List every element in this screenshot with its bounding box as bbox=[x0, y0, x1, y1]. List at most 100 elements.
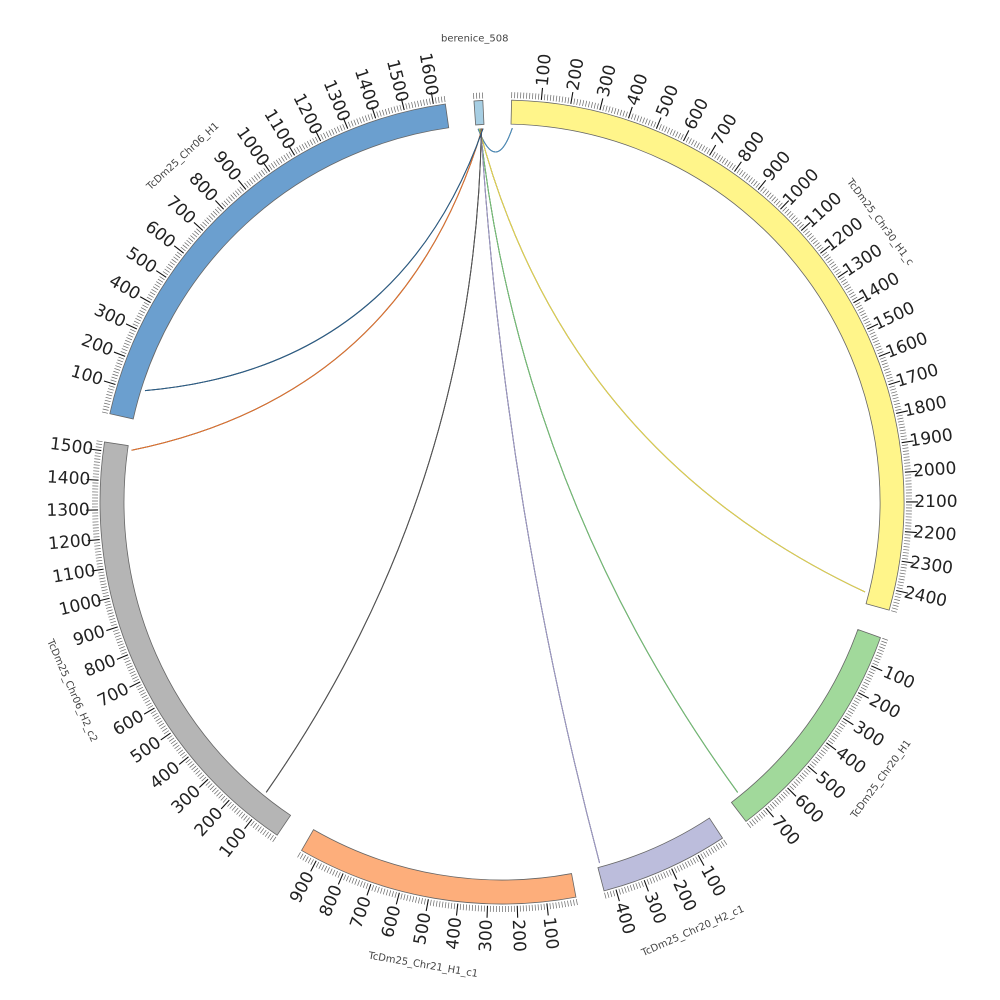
minor-tick bbox=[902, 450, 909, 452]
minor-tick bbox=[243, 815, 248, 821]
minor-tick bbox=[182, 244, 188, 249]
minor-tick bbox=[256, 173, 261, 179]
minor-tick bbox=[106, 394, 113, 397]
tick-label: 900 bbox=[209, 147, 245, 185]
minor-tick bbox=[147, 705, 154, 709]
minor-tick bbox=[414, 101, 417, 108]
minor-tick bbox=[100, 583, 107, 586]
minor-tick bbox=[157, 278, 164, 283]
minor-tick bbox=[885, 373, 892, 377]
minor-tick bbox=[337, 872, 341, 878]
minor-tick bbox=[376, 111, 379, 118]
minor-tick bbox=[646, 878, 650, 885]
major-tick bbox=[310, 860, 317, 872]
minor-tick bbox=[705, 850, 710, 857]
minor-tick bbox=[185, 758, 191, 764]
segment-band-tcdm25-chr20-h1 bbox=[730, 628, 881, 823]
minor-tick bbox=[661, 125, 665, 132]
minor-tick bbox=[675, 131, 679, 138]
minor-tick bbox=[772, 801, 777, 807]
minor-tick bbox=[177, 749, 184, 754]
minor-tick bbox=[904, 465, 911, 467]
minor-tick bbox=[186, 239, 192, 245]
segment-name-berenice-508: berenice_508 bbox=[441, 33, 508, 44]
minor-tick bbox=[168, 737, 175, 742]
tick-label: 300 bbox=[640, 890, 670, 927]
link-tcdm25-chr20-h2-c1 bbox=[480, 128, 601, 864]
minor-tick bbox=[701, 145, 706, 152]
minor-tick bbox=[897, 581, 904, 584]
minor-tick bbox=[120, 648, 126, 652]
minor-tick bbox=[543, 903, 545, 910]
tick-label: 300 bbox=[476, 919, 497, 952]
link-tcdm25-chr06-h2-c2 bbox=[265, 128, 482, 793]
major-tick bbox=[904, 470, 917, 473]
minor-tick bbox=[121, 348, 128, 352]
minor-tick bbox=[170, 740, 176, 745]
minor-tick bbox=[890, 388, 897, 391]
minor-tick bbox=[654, 875, 658, 882]
minor-tick bbox=[767, 805, 773, 811]
minor-tick bbox=[549, 94, 552, 101]
major-tick bbox=[103, 380, 116, 386]
minor-tick bbox=[880, 359, 887, 363]
major-tick bbox=[546, 903, 549, 916]
minor-tick bbox=[660, 873, 664, 880]
minor-tick bbox=[743, 173, 748, 179]
link-tcdm25-chr30-h1-c bbox=[478, 128, 866, 593]
minor-tick bbox=[390, 107, 394, 114]
minor-tick bbox=[307, 857, 312, 864]
minor-tick bbox=[865, 323, 872, 327]
minor-tick bbox=[899, 429, 906, 432]
minor-tick bbox=[172, 742, 178, 747]
minor-tick bbox=[223, 200, 229, 206]
minor-tick bbox=[151, 288, 157, 293]
minor-tick bbox=[649, 877, 653, 884]
minor-tick bbox=[283, 154, 288, 161]
segment-name-tcdm25-chr20-h1: TcDm25_Chr20_H1 bbox=[849, 738, 914, 821]
minor-tick bbox=[102, 408, 109, 411]
minor-tick bbox=[808, 235, 814, 240]
minor-tick bbox=[432, 900, 435, 907]
minor-tick bbox=[94, 548, 101, 550]
minor-tick bbox=[130, 328, 136, 333]
minor-tick bbox=[900, 435, 907, 438]
tick-label: 1100 bbox=[260, 106, 299, 153]
major-tick bbox=[366, 883, 372, 896]
minor-tick bbox=[632, 884, 636, 890]
minor-tick bbox=[380, 887, 383, 894]
minor-tick bbox=[750, 179, 756, 185]
major-tick bbox=[455, 903, 459, 916]
minor-tick bbox=[619, 109, 623, 116]
minor-tick bbox=[786, 211, 792, 216]
minor-tick bbox=[891, 607, 898, 610]
minor-tick bbox=[250, 820, 255, 827]
minor-tick bbox=[244, 182, 249, 188]
minor-tick bbox=[388, 890, 392, 897]
major-tick bbox=[853, 296, 865, 304]
minor-tick bbox=[117, 359, 124, 363]
tick-label: 500 bbox=[652, 82, 683, 120]
minor-tick bbox=[596, 103, 599, 110]
minor-tick bbox=[94, 458, 101, 460]
minor-tick bbox=[405, 103, 408, 110]
minor-tick bbox=[827, 258, 833, 264]
minor-tick bbox=[847, 289, 853, 293]
tick-label: 500 bbox=[812, 767, 850, 803]
minor-tick bbox=[128, 668, 135, 672]
minor-tick bbox=[766, 192, 772, 198]
minor-tick bbox=[874, 342, 881, 346]
minor-tick bbox=[94, 545, 101, 547]
minor-tick bbox=[804, 230, 810, 236]
minor-tick bbox=[746, 822, 752, 829]
link-tcdm25-chr20-h1 bbox=[479, 128, 739, 793]
tick-label: 600 bbox=[378, 904, 406, 940]
minor-tick bbox=[169, 261, 175, 266]
minor-tick bbox=[856, 304, 862, 309]
minor-tick bbox=[815, 756, 821, 761]
minor-tick bbox=[703, 852, 707, 858]
tick-label: 1500 bbox=[49, 434, 94, 459]
minor-tick bbox=[125, 339, 131, 343]
minor-tick bbox=[570, 900, 572, 907]
minor-tick bbox=[136, 684, 142, 688]
